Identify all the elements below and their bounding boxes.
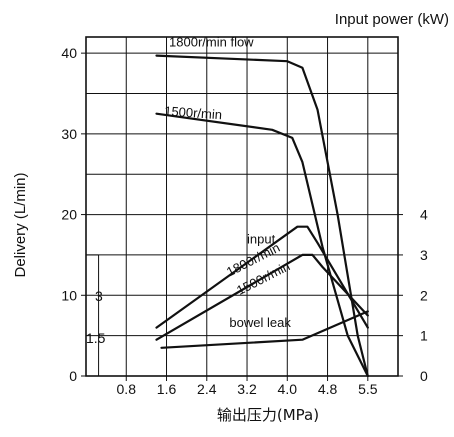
y-tick-label: 20 <box>61 207 77 223</box>
x-tick-label: 4.0 <box>278 381 298 397</box>
series-line-2 <box>155 225 369 329</box>
series-line-0 <box>155 54 369 378</box>
y2-tick-label: 3 <box>420 247 428 263</box>
y2-tick-label: 0 <box>420 368 428 384</box>
y-tick-label: 30 <box>61 126 77 142</box>
series-line-4 <box>160 310 369 349</box>
y2-tick-label: 2 <box>420 287 428 303</box>
x-tick-label: 0.8 <box>117 381 137 397</box>
curves <box>155 54 369 378</box>
y2-tick-label: 4 <box>420 207 428 223</box>
x-tick-label: 3.2 <box>237 381 257 397</box>
y2-tick-label: 1 <box>420 328 428 344</box>
y2-axis-title: Input power (kW) <box>335 11 449 28</box>
y-tick-label: 40 <box>61 45 77 61</box>
tick-labels: 0.8 1.6 2.4 3.2 4.0 4.8 5.5 0 10 20 30 40 0 1 2 3 4 <box>61 45 428 397</box>
y-tick-label: 10 <box>61 287 77 303</box>
y-axis-title: Delivery (L/min) <box>12 172 29 277</box>
annotation-label: 1.5 <box>86 330 106 346</box>
annotation-label: 3 <box>95 288 103 304</box>
annotation-label: bowel leak <box>229 315 291 330</box>
x-tick-label: 5.5 <box>358 381 378 397</box>
plot-frame <box>85 36 399 377</box>
x-axis-title: 输出压力(MPa) <box>217 406 319 424</box>
x-tick-label: 1.6 <box>157 381 177 397</box>
x-tick-label: 2.4 <box>197 381 217 397</box>
annotation-label: 1500r/min <box>164 103 223 122</box>
series-line-3 <box>155 253 369 341</box>
grid <box>81 36 403 381</box>
x-tick-label: 4.8 <box>318 381 338 397</box>
annotations: 1800r/min flow1500r/mininput1800r/min150… <box>86 35 292 346</box>
annotation-label: 1800r/min flow <box>169 35 254 50</box>
series-line-1 <box>155 112 369 378</box>
y-tick-label: 0 <box>69 368 77 384</box>
annotation-label: input <box>247 232 276 247</box>
